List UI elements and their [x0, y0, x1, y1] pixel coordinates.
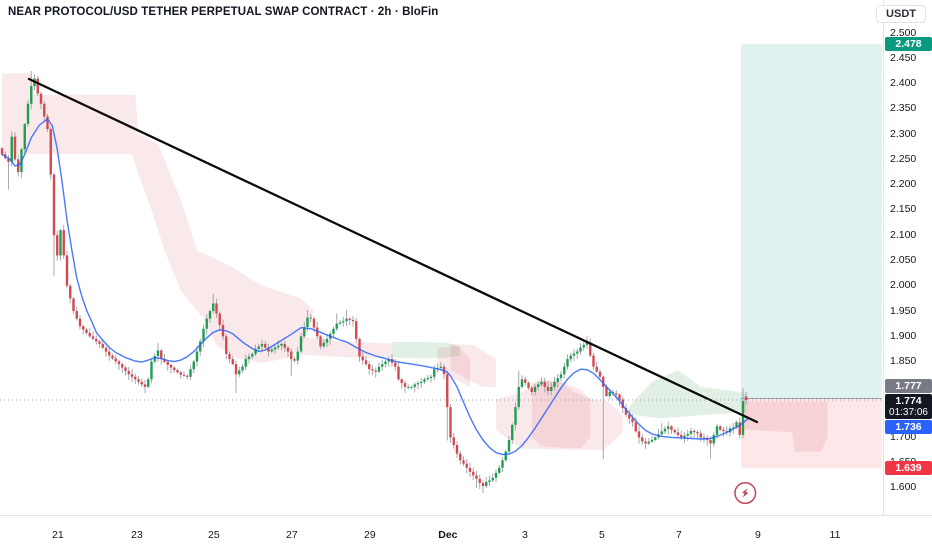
price-tick-label: 2.200: [890, 178, 917, 191]
price-tick-label: 2.150: [890, 203, 917, 216]
price-tick-label: 1.700: [890, 430, 917, 443]
price-tick-label: 1.950: [890, 304, 917, 317]
time-tick-label: 29: [364, 529, 376, 541]
price-tick-label: 2.300: [890, 127, 917, 140]
target-price-label: 2.478: [885, 37, 932, 52]
cloud-segment-bear: [301, 336, 392, 359]
entry-price-label: 1.777: [885, 379, 932, 394]
currency-badge[interactable]: USDT: [876, 5, 926, 23]
position-profit-zone[interactable]: [741, 44, 882, 399]
cloud-segment-bear: [450, 344, 496, 387]
cloud-segment-bull: [629, 370, 747, 419]
countdown-timer: 01:37:06: [889, 406, 928, 418]
price-tick-label: 1.850: [890, 355, 917, 368]
price-tick-label: 2.000: [890, 279, 917, 292]
time-tick-label: 25: [208, 529, 220, 541]
ma-line: [1, 118, 749, 456]
cloud-segment-bear: [496, 379, 623, 451]
time-tick-label: 11: [829, 529, 841, 541]
ma-value-label: 1.736: [885, 419, 932, 434]
price-tick-label: 2.250: [890, 152, 917, 165]
stop-price-label: 1.639: [885, 461, 932, 476]
time-tick-label: 21: [52, 529, 64, 541]
cloud-segment-bear: [437, 346, 470, 387]
price-tick-label: 2.500: [890, 26, 917, 39]
symbol-title[interactable]: NEAR PROTOCOL/USD TETHER PERPETUAL SWAP …: [8, 6, 439, 18]
trendline-drawing[interactable]: [27, 77, 759, 424]
ichimoku-cloud: [2, 73, 828, 452]
time-tick-label: 9: [755, 529, 761, 541]
current-price-label: 1.774 01:37:06: [885, 393, 932, 419]
time-tick-label: Dec: [438, 529, 458, 541]
time-tick-label: 7: [676, 529, 682, 541]
time-axis[interactable]: 21 23 25 27 29 Dec 3 5 7 9 11: [0, 515, 932, 550]
cloud-segment-bull: [392, 341, 461, 359]
position-loss-zone[interactable]: [741, 398, 882, 469]
cloud-segment-bear: [2, 73, 314, 364]
time-tick-label: 3: [522, 529, 528, 541]
lightning-marker-icon[interactable]: [734, 482, 757, 505]
price-tick-label: 2.350: [890, 102, 917, 115]
price-tick-label: 1.600: [890, 481, 917, 494]
cloud-segment-bear: [531, 380, 591, 449]
plot-area[interactable]: [0, 44, 882, 505]
time-tick-label: 23: [131, 529, 143, 541]
time-tick-label: 5: [599, 529, 605, 541]
cloud-segment-bear: [744, 401, 828, 452]
price-tick-label: 2.400: [890, 77, 917, 90]
price-tick-label: 1.900: [890, 329, 917, 342]
price-axis[interactable]: 2.500 2.450 2.400 2.350 2.300 2.250 2.200 2.150…: [883, 0, 932, 515]
price-tick-label: 2.450: [890, 51, 917, 64]
time-tick-label: 27: [286, 529, 298, 541]
price-tick-label: 2.050: [890, 253, 917, 266]
price-tick-label: 2.100: [890, 228, 917, 241]
